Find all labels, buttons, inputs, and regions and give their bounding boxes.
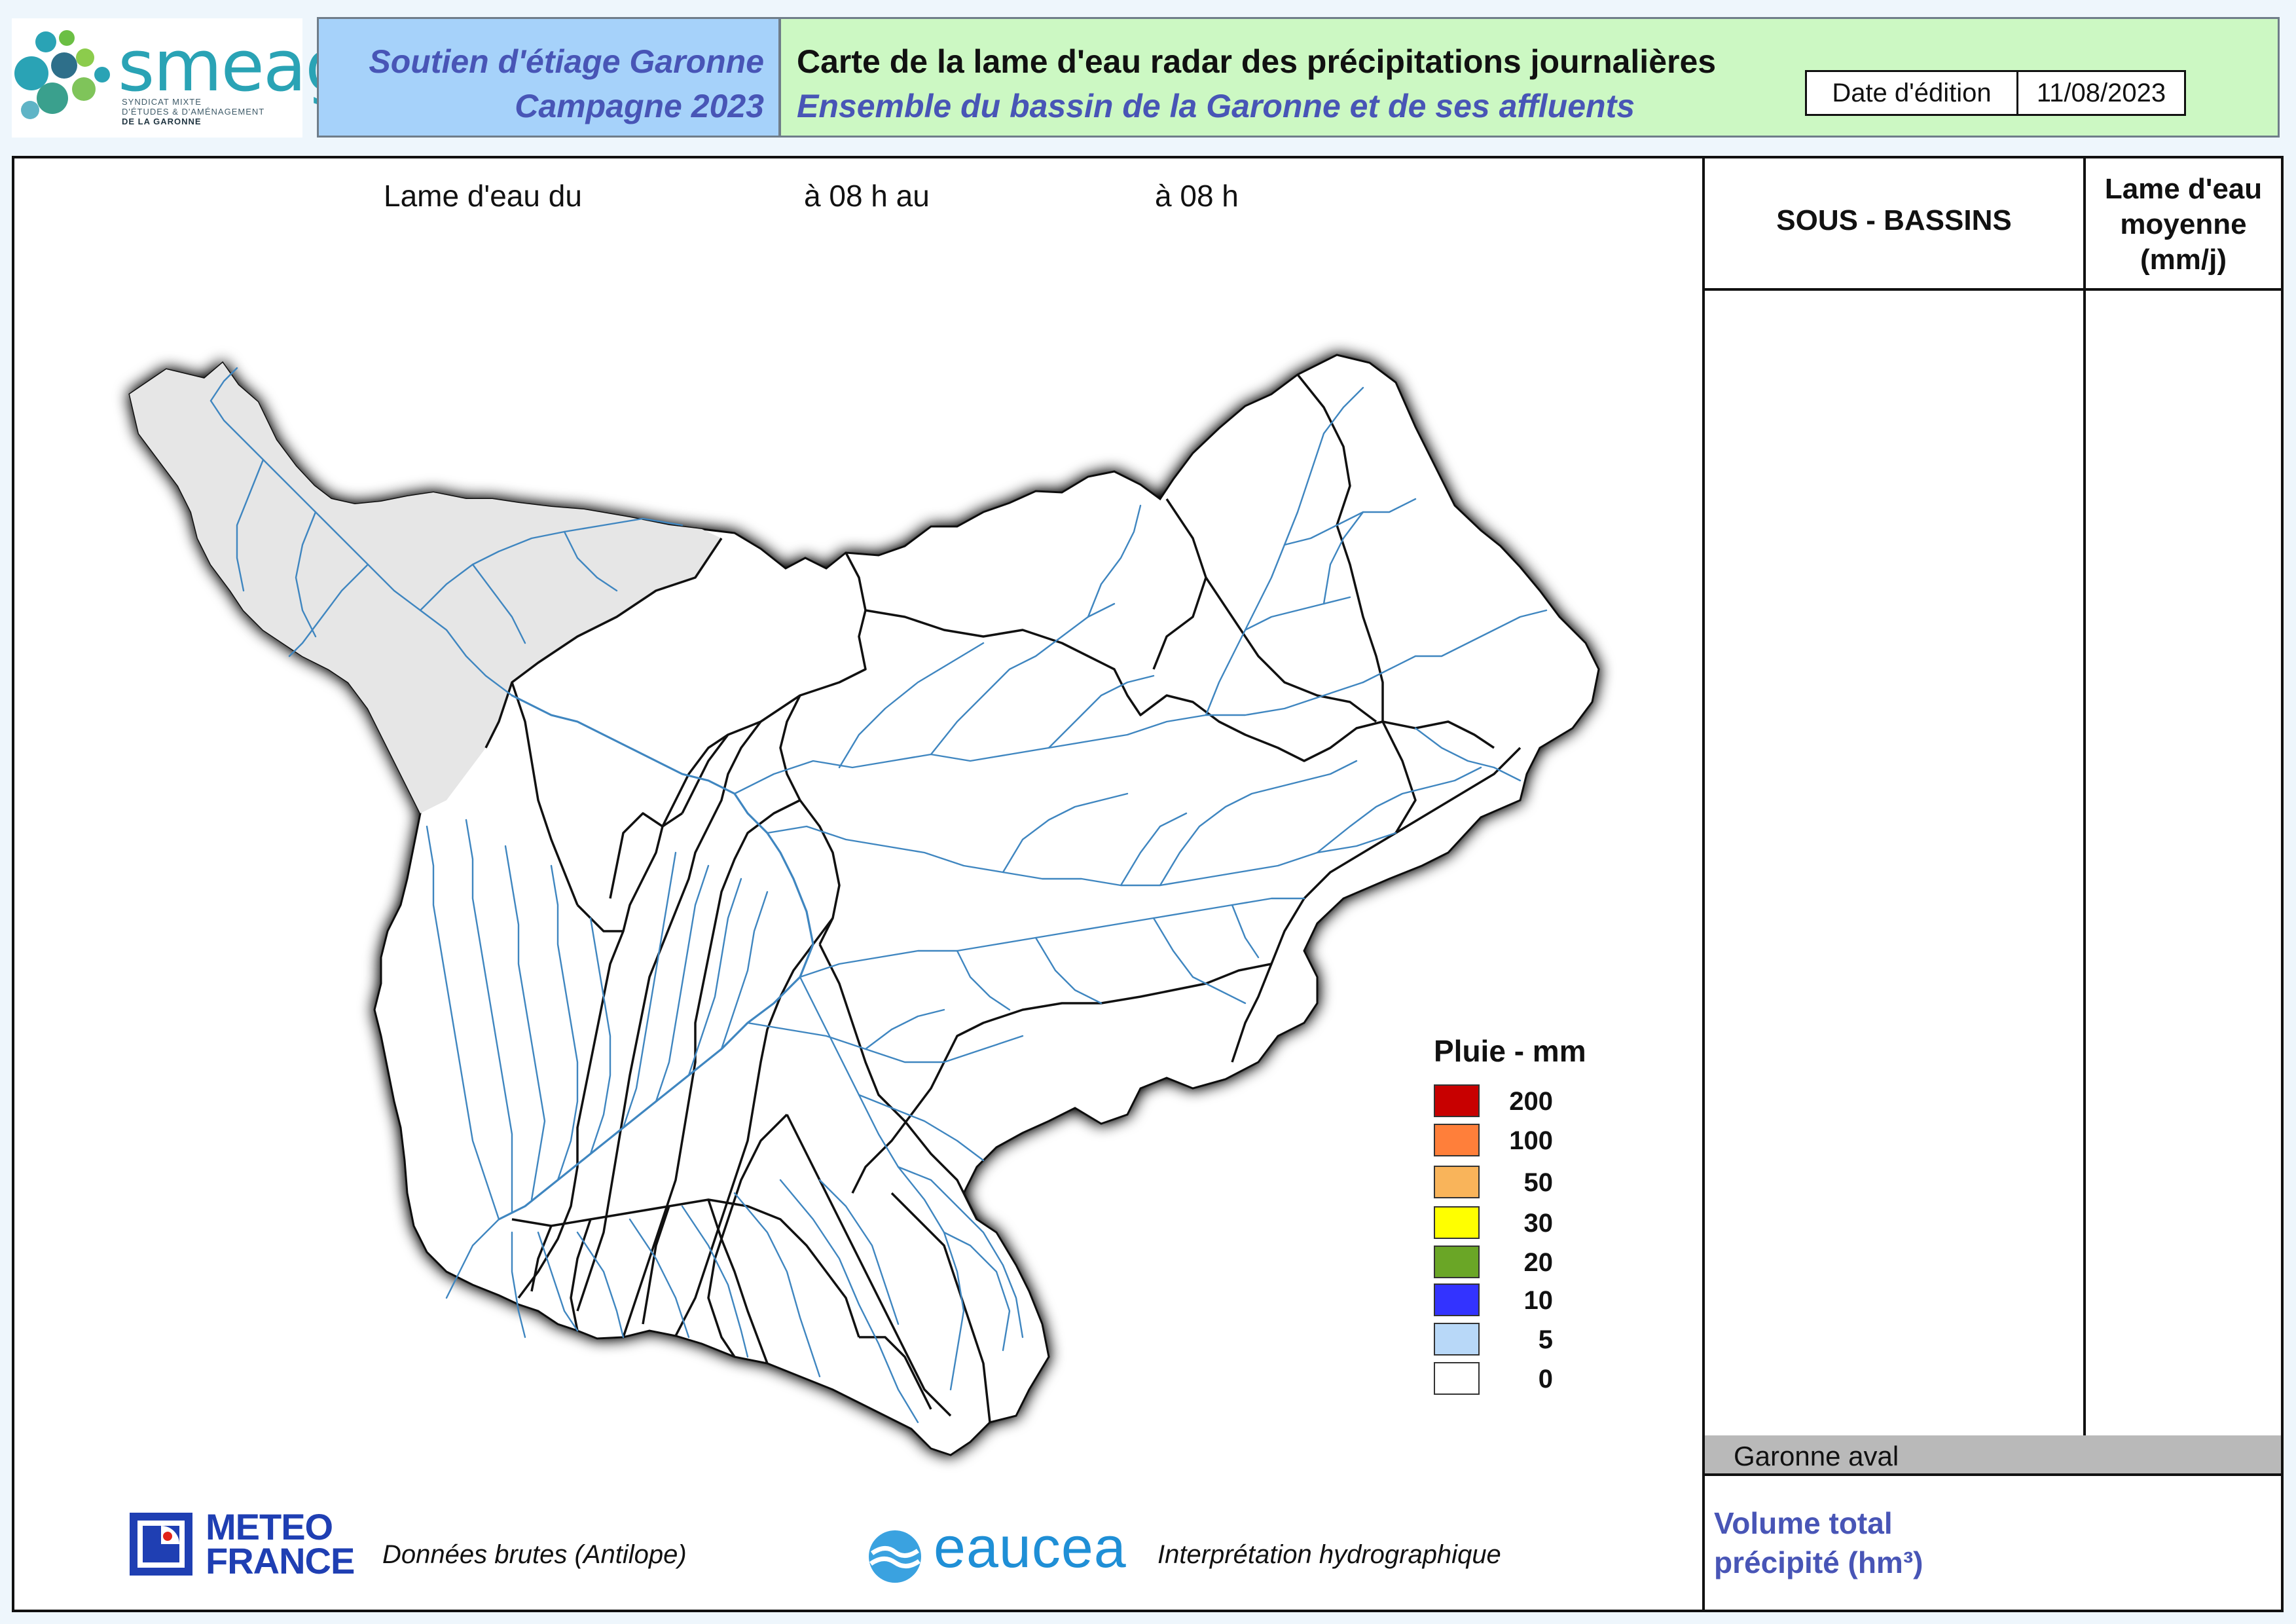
legend-swatch bbox=[1434, 1323, 1480, 1356]
legend-swatch bbox=[1434, 1084, 1480, 1117]
legend-value: 20 bbox=[1523, 1248, 1554, 1277]
legend-value: 200 bbox=[1509, 1087, 1553, 1116]
edition-date-value: 11/08/2023 bbox=[2036, 78, 2166, 107]
smeag-wordmark: smeag bbox=[118, 26, 350, 107]
smeag-subtitle-3: de la Garonne bbox=[122, 117, 202, 126]
sub-basin-boundaries bbox=[484, 373, 1522, 1423]
legend-item: 20 bbox=[1434, 1246, 1604, 1280]
legend-swatch bbox=[1434, 1124, 1480, 1156]
campaign-panel: Soutien d'étiage Garonne Campagne 2023 bbox=[317, 17, 780, 138]
smeag-subtitle-2: d'études & d'aménagement bbox=[122, 107, 265, 117]
basin-map bbox=[128, 354, 1600, 1456]
period-label-mid: à 08 h au bbox=[804, 179, 930, 213]
legend-value: 30 bbox=[1523, 1209, 1554, 1238]
smeag-logo: smeag Syndicat mixte d'études & d'aménag… bbox=[12, 18, 350, 138]
column-header-mean-depth-line-1: Lame d'eau bbox=[2104, 173, 2263, 205]
table-header-divider bbox=[1702, 288, 2281, 291]
excluded-zone bbox=[130, 363, 721, 813]
legend-item: 200 bbox=[1434, 1084, 1604, 1118]
legend-swatch bbox=[1434, 1166, 1480, 1198]
legend-swatch bbox=[1434, 1246, 1480, 1278]
sub-basin-name: Garonne aval bbox=[1734, 1441, 1899, 1471]
river-network bbox=[210, 367, 1548, 1424]
meteo-france-logo-icon bbox=[130, 1513, 192, 1576]
meteo-france-line-1: METEO bbox=[206, 1506, 333, 1547]
legend-item: 0 bbox=[1434, 1362, 1604, 1396]
table-column-divider bbox=[2083, 158, 2086, 1475]
smeag-logo-icon bbox=[14, 30, 110, 119]
page-subtitle: Ensemble du bassin de la Garonne et de s… bbox=[797, 88, 1635, 124]
edition-date-box: Date d'édition 11/08/2023 bbox=[1805, 70, 2186, 116]
sub-basins-table: SOUS - BASSINS Lame d'eau moyenne (mm/j)… bbox=[1702, 158, 2281, 1610]
meteo-france-line-2: FRANCE bbox=[206, 1540, 355, 1581]
main-frame: Lame d'eau du à 08 h au à 08 h bbox=[12, 156, 2284, 1612]
legend-value: 0 bbox=[1538, 1365, 1553, 1393]
legend-swatch bbox=[1434, 1362, 1480, 1395]
legend-value: 5 bbox=[1538, 1325, 1553, 1354]
page-title: Carte de la lame d'eau radar des précipi… bbox=[797, 43, 1717, 80]
eaucea-logo-icon bbox=[869, 1530, 921, 1583]
period-label-end: à 08 h bbox=[1155, 179, 1239, 213]
smeag-subtitle-1: Syndicat mixte bbox=[122, 97, 202, 107]
table-border-left bbox=[1702, 158, 1705, 1610]
edition-date-label: Date d'édition bbox=[1807, 72, 2018, 114]
legend-item: 30 bbox=[1434, 1206, 1604, 1240]
legend-value: 10 bbox=[1523, 1286, 1554, 1315]
meteo-france-logo: METEO FRANCE bbox=[206, 1506, 355, 1581]
title-panel: Carte de la lame d'eau radar des précipi… bbox=[779, 17, 2280, 138]
legend-item: 100 bbox=[1434, 1124, 1604, 1158]
legend-item: 50 bbox=[1434, 1166, 1604, 1200]
legend-item: 10 bbox=[1434, 1283, 1604, 1318]
total-volume-label: Volume total précipité (hm³) bbox=[1714, 1504, 1923, 1582]
eaucea-caption: Interprétation hydrographique bbox=[1157, 1540, 1501, 1569]
meteo-france-caption: Données brutes (Antilope) bbox=[382, 1540, 687, 1569]
eaucea-wordmark: eaucea bbox=[934, 1515, 1127, 1579]
total-volume-label-line-1: Volume total bbox=[1714, 1506, 1893, 1540]
legend-value: 50 bbox=[1523, 1168, 1554, 1197]
campaign-line-1: Soutien d'étiage Garonne bbox=[369, 43, 764, 80]
legend-value: 100 bbox=[1509, 1126, 1553, 1155]
column-header-sub-basins: SOUS - BASSINS bbox=[1776, 204, 2012, 236]
column-header-mean-depth-line-3: (mm/j) bbox=[2140, 244, 2227, 276]
smeag-subtitle: Syndicat mixte d'études & d'aménagement … bbox=[122, 97, 299, 126]
table-footer-divider bbox=[1702, 1473, 2281, 1476]
campaign-line-2: Campagne 2023 bbox=[515, 88, 764, 124]
table-row: Garonne aval bbox=[1705, 1435, 2281, 1473]
legend-title: Pluie - mm bbox=[1434, 1034, 1586, 1068]
column-header-mean-depth-line-2: moyenne bbox=[2120, 208, 2247, 240]
period-label-start: Lame d'eau du bbox=[384, 179, 582, 213]
legend-swatch bbox=[1434, 1206, 1480, 1239]
legend-swatch bbox=[1434, 1283, 1480, 1316]
column-header-mean-depth: Lame d'eau moyenne (mm/j) bbox=[2086, 172, 2281, 278]
legend-item: 5 bbox=[1434, 1323, 1604, 1357]
total-volume-label-line-2: précipité (hm³) bbox=[1714, 1545, 1923, 1579]
